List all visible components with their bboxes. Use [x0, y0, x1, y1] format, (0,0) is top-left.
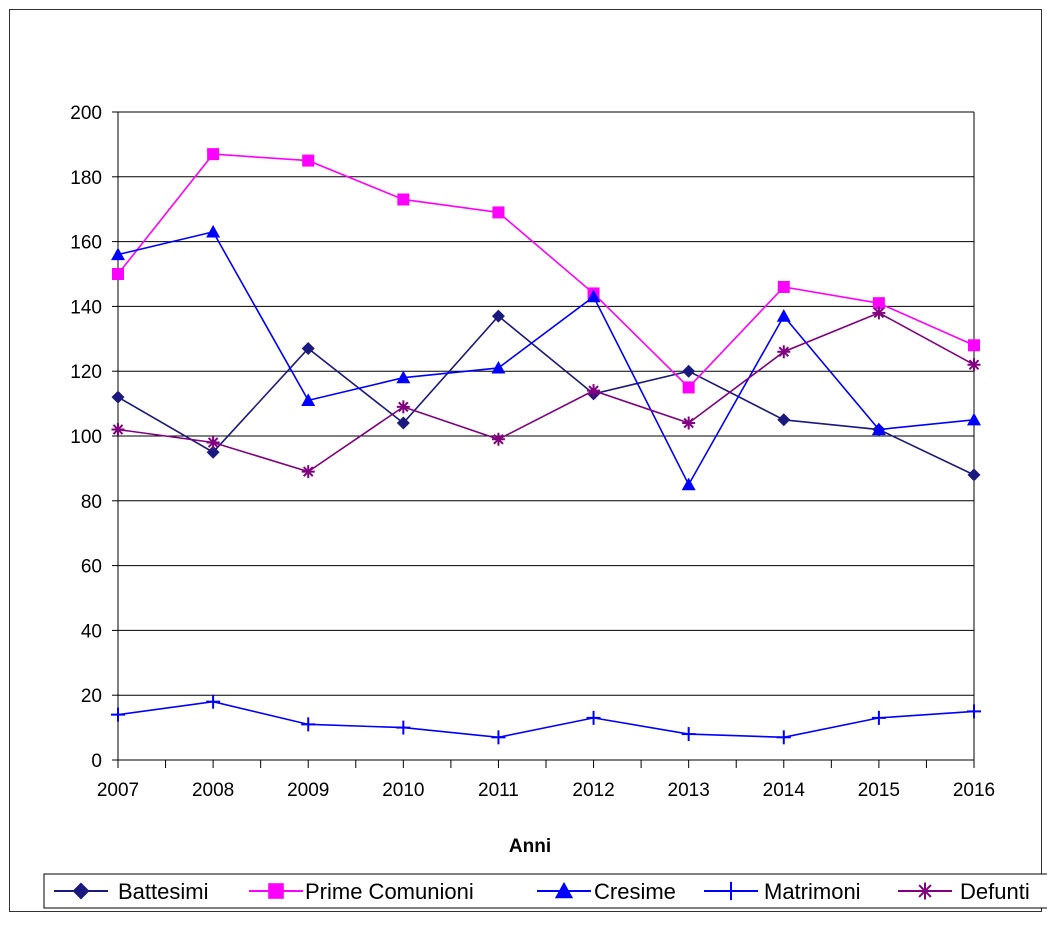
point-prime-comunioni-2008 — [207, 148, 220, 161]
point-prime-comunioni-2016 — [968, 339, 980, 352]
point-cresime-2008 — [206, 224, 221, 238]
y-axis-ticks: 0 20 40 60 80 100 120 140 160 180 200 — [70, 103, 118, 772]
point-cresime-2007 — [111, 247, 125, 261]
legend-item-defunti: Defunti — [898, 879, 1030, 904]
legend-item-battesimi: Battesimi — [54, 879, 208, 904]
point-defunti-2015 — [872, 306, 886, 320]
chart-frame: 0 20 40 60 80 100 120 140 160 180 200 2007 2008 2009… — [9, 9, 1047, 912]
y-tick-label-160: 160 — [70, 233, 102, 254]
point-matrimoni-2010 — [396, 720, 411, 735]
legend-label-defunti: Defunti — [960, 879, 1030, 904]
point-cresime-2010 — [396, 370, 411, 384]
y-tick-label-140: 140 — [70, 297, 102, 318]
legend-marker-defunti — [916, 882, 934, 900]
point-prime-comunioni-2009 — [302, 154, 315, 167]
legend-item-cresime: Cresime — [537, 879, 676, 904]
y-tick-label-20: 20 — [81, 686, 102, 707]
point-matrimoni-2013 — [681, 727, 696, 742]
point-matrimoni-2007 — [111, 707, 125, 722]
point-prime-comunioni-2014 — [777, 280, 790, 293]
legend-item-prime-comunioni: Prime Comunioni — [249, 879, 474, 904]
x-tick-label-2008: 2008 — [192, 780, 234, 801]
legend: Battesimi Prime Comunioni Cresime Matrimoni… — [43, 873, 1047, 909]
gridlines — [118, 111, 974, 696]
x-axis-title: Anni — [509, 836, 551, 857]
x-tick-label-2007: 2007 — [97, 780, 139, 801]
point-prime-comunioni-2015 — [872, 297, 885, 310]
point-defunti-2007 — [111, 423, 125, 437]
x-tick-label-2013: 2013 — [668, 780, 710, 801]
point-prime-comunioni-2010 — [397, 193, 410, 206]
y-tick-label-100: 100 — [70, 427, 102, 448]
series-cresime — [111, 224, 981, 491]
y-tick-label-80: 80 — [81, 492, 102, 513]
series-line-prime-comunioni — [117, 153, 975, 389]
point-defunti-2012 — [587, 384, 601, 398]
legend-marker-cresime — [554, 881, 574, 899]
x-tick-label-2012: 2012 — [572, 780, 614, 801]
legend-marker-prime-comunioni — [268, 883, 284, 899]
legend-marker-matrimoni — [721, 881, 741, 901]
point-matrimoni-2015 — [871, 710, 886, 725]
point-battesimi-2009 — [301, 342, 315, 356]
point-matrimoni-2011 — [491, 730, 506, 745]
point-prime-comunioni-2007 — [112, 268, 124, 280]
y-tick-label-180: 180 — [70, 168, 102, 189]
line-chart: 0 20 40 60 80 100 120 140 160 180 200 2007 2008 2009… — [43, 103, 1047, 909]
point-prime-comunioni-2013 — [682, 381, 695, 394]
point-defunti-2011 — [491, 432, 505, 446]
x-tick-label-2015: 2015 — [858, 780, 900, 801]
y-tick-label-120: 120 — [70, 362, 102, 383]
point-battesimi-2013 — [682, 364, 696, 378]
legend-marker-battesimi — [72, 882, 90, 900]
point-cresime-2012 — [586, 289, 601, 303]
y-tick-label-40: 40 — [81, 621, 102, 642]
series-line-matrimoni — [117, 700, 975, 739]
series-defunti — [111, 306, 981, 479]
y-tick-label-60: 60 — [81, 557, 102, 578]
point-cresime-2015 — [871, 422, 886, 436]
point-matrimoni-2012 — [586, 710, 601, 725]
point-battesimi-2007 — [111, 390, 125, 404]
point-matrimoni-2014 — [776, 730, 791, 745]
point-cresime-2011 — [491, 360, 506, 374]
x-tick-label-2016: 2016 — [953, 780, 995, 801]
point-prime-comunioni-2011 — [492, 206, 505, 219]
series-matrimoni — [111, 694, 981, 745]
point-battesimi-2014 — [777, 413, 791, 427]
point-defunti-2010 — [396, 400, 410, 414]
point-defunti-2016 — [967, 358, 981, 372]
point-battesimi-2010 — [396, 416, 410, 430]
point-matrimoni-2008 — [206, 694, 221, 709]
point-matrimoni-2016 — [967, 704, 981, 719]
x-tick-label-2010: 2010 — [382, 780, 424, 801]
x-tick-label-2011: 2011 — [478, 780, 519, 801]
x-tick-label-2009: 2009 — [287, 780, 329, 801]
point-defunti-2008 — [206, 435, 220, 449]
point-defunti-2009 — [301, 465, 315, 479]
x-tick-label-2014: 2014 — [763, 780, 806, 801]
point-cresime-2013 — [681, 477, 696, 491]
y-tick-label-0: 0 — [91, 751, 102, 772]
series-group — [111, 148, 981, 745]
point-defunti-2014 — [777, 345, 791, 359]
legend-item-matrimoni: Matrimoni — [704, 879, 861, 904]
legend-label-cresime: Cresime — [594, 879, 676, 904]
legend-label-matrimoni: Matrimoni — [764, 879, 861, 904]
legend-label-prime-comunioni: Prime Comunioni — [305, 879, 474, 904]
legend-label-battesimi: Battesimi — [118, 879, 208, 904]
point-matrimoni-2009 — [301, 717, 316, 732]
point-cresime-2016 — [967, 412, 981, 426]
point-cresime-2014 — [776, 309, 791, 322]
series-line-defunti — [117, 311, 975, 473]
point-cresime-2009 — [301, 393, 316, 406]
point-battesimi-2016 — [967, 468, 981, 482]
x-axis-ticks: 2007 2008 2009 2010 2011 2012 2013 2014 2015 2016 — [97, 760, 995, 801]
y-tick-label-200: 200 — [70, 103, 102, 124]
series-line-battesimi — [117, 315, 975, 476]
point-battesimi-2011 — [491, 309, 505, 323]
point-battesimi-2008 — [206, 445, 220, 459]
series-line-cresime — [117, 230, 975, 487]
point-defunti-2013 — [682, 416, 696, 430]
